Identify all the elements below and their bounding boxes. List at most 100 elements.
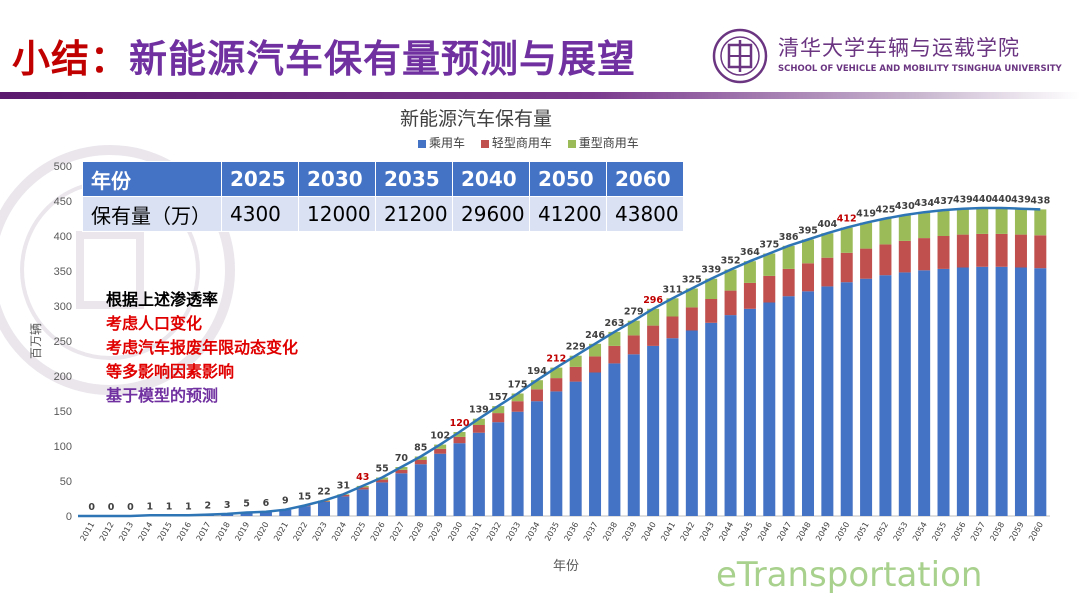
total-data-label: 194: [527, 366, 547, 377]
x-tick-label: 2033: [504, 521, 522, 543]
bar-segment-light-commercial: [724, 290, 737, 316]
forecast-table: 年份 2025 2030 2035 2040 2050 2060 保有量（万） …: [82, 161, 684, 232]
x-tick-label: 2035: [543, 521, 561, 543]
note-line: 基于模型的预测: [106, 386, 219, 405]
total-data-label: 6: [263, 498, 270, 509]
bar-segment-passenger: [414, 464, 427, 516]
table-cell: 21200: [375, 196, 453, 232]
bar-segment-passenger: [608, 363, 621, 516]
x-tick-label: 2044: [717, 521, 735, 543]
bar-segment-passenger: [705, 322, 718, 516]
total-data-label: 1: [146, 501, 153, 512]
bar-segment-heavy-commercial: [453, 432, 466, 437]
bar-segment-light-commercial: [956, 234, 969, 268]
bar-segment-passenger: [376, 482, 389, 516]
bar-segment-light-commercial: [801, 263, 815, 292]
total-data-label: 311: [663, 284, 683, 295]
note-line: 考虑汽车报废年限动态变化: [106, 338, 299, 357]
table-cell: 12000: [298, 196, 376, 232]
bar-segment-heavy-commercial: [1014, 208, 1027, 235]
x-tick-label: 2034: [524, 521, 542, 543]
table-header-cell: 年份: [82, 161, 222, 197]
table-header-cell: 2040: [452, 161, 530, 197]
bar-segment-light-commercial: [1014, 234, 1027, 268]
x-tick-label: 2015: [156, 521, 174, 543]
bar-segment-heavy-commercial: [918, 212, 931, 239]
x-tick-label: 2053: [892, 521, 910, 543]
bar-segment-heavy-commercial: [860, 222, 873, 249]
table-cell: 29600: [452, 196, 530, 232]
x-tick-label: 2019: [233, 521, 251, 543]
x-tick-label: 2048: [795, 521, 813, 543]
total-data-label: 15: [298, 492, 311, 503]
x-tick-label: 2032: [485, 521, 503, 543]
total-data-label: 412: [837, 214, 857, 225]
bar-segment-heavy-commercial: [1034, 209, 1047, 236]
x-tick-label: 2036: [562, 521, 580, 543]
x-tick-label: 2026: [369, 521, 387, 543]
x-tick-label: 2043: [698, 521, 716, 543]
bar-segment-heavy-commercial: [743, 261, 756, 283]
chart-legend: 乘用车 轻型商用车 重型商用车: [418, 134, 651, 151]
total-data-label: 1: [185, 501, 192, 512]
bar-segment-light-commercial: [743, 282, 756, 309]
forecast-table-header: 年份 2025 2030 2035 2040 2050 2060: [82, 161, 684, 197]
x-tick-label: 2039: [621, 521, 639, 543]
bar-segment-passenger: [647, 345, 660, 516]
etransportation-watermark: eTransportation: [716, 555, 983, 595]
legend-item-passenger: 乘用车: [418, 136, 465, 150]
legend-item-light-commercial: 轻型商用车: [480, 136, 552, 150]
x-tick-label: 2025: [349, 521, 367, 543]
x-tick-label: 2018: [214, 521, 232, 543]
note-line: 根据上述渗透率: [106, 290, 219, 309]
bar-segment-passenger: [395, 473, 408, 516]
bar-segment-passenger: [898, 272, 911, 516]
bar-segment-passenger: [724, 315, 737, 516]
bar-segment-light-commercial: [434, 448, 447, 454]
bar-segment-heavy-commercial: [569, 355, 582, 367]
total-data-label: 279: [624, 307, 644, 318]
x-axis-label: 年份: [553, 559, 579, 574]
x-tick-label: 2051: [853, 521, 871, 543]
total-data-label: 437: [934, 196, 954, 207]
total-data-label: 263: [604, 318, 624, 329]
bar-segment-heavy-commercial: [472, 418, 485, 425]
total-data-label: 395: [798, 226, 818, 237]
table-header-cell: 2050: [529, 161, 607, 197]
method-notes: 根据上述渗透率 考虑人口变化 考虑汽车报废年限动态变化 等多影响因素影响 基于模…: [106, 288, 298, 408]
total-data-label: 439: [1011, 195, 1031, 206]
x-tick-label: 2023: [311, 521, 329, 543]
slide-title-main: 新能源汽车保有量预测与展望: [129, 37, 637, 81]
y-tick-label: 500: [54, 161, 72, 173]
x-tick-label: 2041: [659, 521, 677, 543]
bar-segment-heavy-commercial: [976, 208, 989, 234]
table-cell: 43800: [606, 196, 684, 232]
bar-segment-passenger: [259, 511, 272, 516]
x-tick-label: 2016: [175, 521, 193, 543]
bar-segment-heavy-commercial: [840, 227, 853, 253]
bar-segment-heavy-commercial: [937, 210, 950, 236]
bar-segment-heavy-commercial: [550, 367, 563, 379]
bar-segment-heavy-commercial: [627, 320, 640, 336]
bar-segment-light-commercial: [705, 299, 718, 323]
total-data-label: 386: [779, 232, 799, 243]
total-data-label: 352: [721, 256, 741, 267]
total-data-label: 9: [282, 496, 289, 507]
bar-segment-light-commercial: [569, 366, 582, 382]
x-tick-label: 2059: [1008, 520, 1026, 542]
x-tick-label: 2050: [833, 521, 851, 543]
bar-segment-light-commercial: [647, 325, 660, 346]
x-tick-label: 2040: [640, 521, 658, 543]
bar-segment-heavy-commercial: [801, 239, 815, 264]
bar-segment-light-commercial: [376, 479, 389, 483]
bar-segment-light-commercial: [976, 233, 989, 267]
bar-segment-heavy-commercial: [647, 308, 660, 326]
bar-segment-light-commercial: [530, 389, 543, 402]
legend-label-light-commercial: 轻型商用车: [491, 136, 552, 150]
y-tick-label: 250: [54, 336, 72, 348]
total-data-label: 375: [759, 240, 779, 251]
x-tick-label: 2046: [756, 521, 774, 543]
bar-segment-light-commercial: [821, 257, 834, 287]
x-tick-label: 2013: [117, 521, 135, 543]
